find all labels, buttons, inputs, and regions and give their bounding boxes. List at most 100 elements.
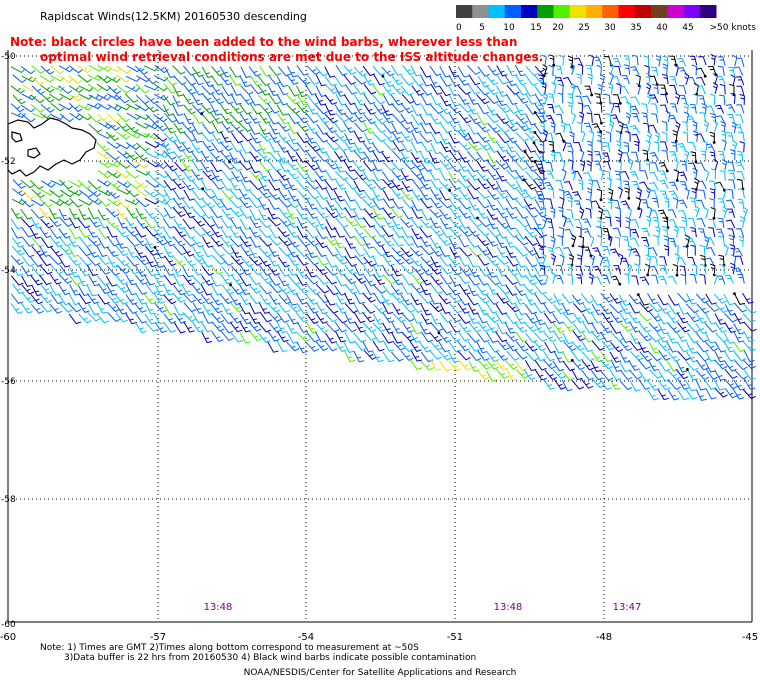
wind-barb xyxy=(153,114,168,123)
wind-barb xyxy=(571,341,585,352)
wind-barb xyxy=(448,171,460,183)
wind-barb xyxy=(315,66,328,77)
wind-barb xyxy=(734,360,748,371)
wind-barb xyxy=(536,160,544,171)
wind-barb xyxy=(97,209,109,221)
wind-barb xyxy=(505,207,518,219)
wind-barb xyxy=(286,141,300,152)
wind-barb xyxy=(183,302,197,313)
wind-barb xyxy=(420,141,433,153)
wind-barb xyxy=(306,313,319,325)
wind-barb xyxy=(411,312,423,324)
wind-barb xyxy=(699,244,706,256)
wind-barb xyxy=(134,322,147,334)
wind-barb xyxy=(581,331,594,343)
wind-barb xyxy=(648,247,658,257)
wind-barb xyxy=(382,351,395,363)
wind-barb xyxy=(727,169,736,180)
wind-barb xyxy=(20,302,33,314)
wind-barb xyxy=(373,114,387,125)
wind-barb xyxy=(277,256,290,268)
wind-barb xyxy=(201,66,213,79)
wind-barb xyxy=(107,198,122,207)
wind-barb xyxy=(495,74,509,85)
wind-barb xyxy=(354,227,367,239)
wind-barb xyxy=(162,94,176,106)
wind-barb xyxy=(485,313,500,323)
wind-barb xyxy=(296,142,310,153)
wind-barb xyxy=(504,217,516,230)
wind-barb xyxy=(555,179,564,190)
wind-barb xyxy=(276,75,289,88)
wind-barb xyxy=(21,284,35,295)
wind-barb xyxy=(692,167,698,180)
wind-barb xyxy=(448,121,462,133)
wind-barb xyxy=(602,160,612,171)
wind-barb xyxy=(172,65,186,75)
wind-barb xyxy=(477,66,490,77)
wind-barb xyxy=(486,179,499,190)
wind-barb xyxy=(634,160,641,172)
wind-barb xyxy=(105,275,118,287)
wind-barb xyxy=(429,340,443,351)
wind-barb xyxy=(419,85,432,96)
wind-barb xyxy=(686,293,697,305)
wind-barb xyxy=(610,275,621,285)
wind-barb xyxy=(572,312,585,324)
wind-barb xyxy=(591,123,602,132)
wind-barb xyxy=(577,63,584,75)
wind-barb xyxy=(591,340,605,351)
wind-barb xyxy=(325,256,337,268)
wind-barb xyxy=(616,83,622,95)
wind-barb xyxy=(600,322,613,334)
wind-barb xyxy=(667,389,680,401)
wind-barb xyxy=(201,245,213,258)
wind-barb xyxy=(468,246,482,257)
wind-barb xyxy=(221,122,234,133)
wind-barb xyxy=(669,151,678,161)
legend-labels: 0 5 10 15 20 25 30 35 40 45 >50 knots xyxy=(456,23,756,33)
wind-barb xyxy=(239,218,252,230)
wind-barb xyxy=(400,169,412,181)
wind-barb xyxy=(325,188,337,201)
wind-barb xyxy=(49,113,65,121)
wind-barb xyxy=(229,161,243,172)
wind-barb xyxy=(145,245,158,256)
wind-barb xyxy=(144,265,157,277)
wind-barb xyxy=(400,141,413,153)
wind-barb xyxy=(315,322,329,334)
wind-barb xyxy=(249,180,263,191)
wind-barb xyxy=(579,159,586,172)
wind-barb xyxy=(668,218,678,228)
wind-barb xyxy=(315,208,329,219)
wind-barb xyxy=(572,191,582,200)
wind-barb xyxy=(525,132,539,143)
wind-barb xyxy=(567,263,573,275)
wind-barb xyxy=(230,332,244,343)
wind-barb xyxy=(542,64,548,76)
wind-barb xyxy=(438,180,453,191)
wind-barb xyxy=(477,350,490,361)
wind-barb xyxy=(708,227,716,237)
wind-barb xyxy=(153,256,164,268)
wind-barb xyxy=(344,84,358,95)
wind-barb xyxy=(514,141,527,153)
wind-barb xyxy=(582,313,594,325)
wind-barb xyxy=(335,64,348,76)
wind-barb xyxy=(457,74,470,86)
wind-barb xyxy=(612,199,621,210)
wind-barb xyxy=(344,312,355,324)
wind-barb xyxy=(515,132,529,142)
wind-barb xyxy=(505,189,518,201)
wind-barb xyxy=(229,207,244,218)
wind-barb xyxy=(220,245,234,256)
wind-barb xyxy=(40,218,54,229)
wind-barb xyxy=(154,235,168,246)
wind-barb xyxy=(485,370,498,382)
wind-barb xyxy=(334,170,349,181)
wind-barb xyxy=(12,283,25,295)
wind-barb xyxy=(677,199,688,209)
wind-barb xyxy=(533,321,546,333)
wind-barb xyxy=(172,236,186,247)
wind-barb xyxy=(268,65,282,76)
